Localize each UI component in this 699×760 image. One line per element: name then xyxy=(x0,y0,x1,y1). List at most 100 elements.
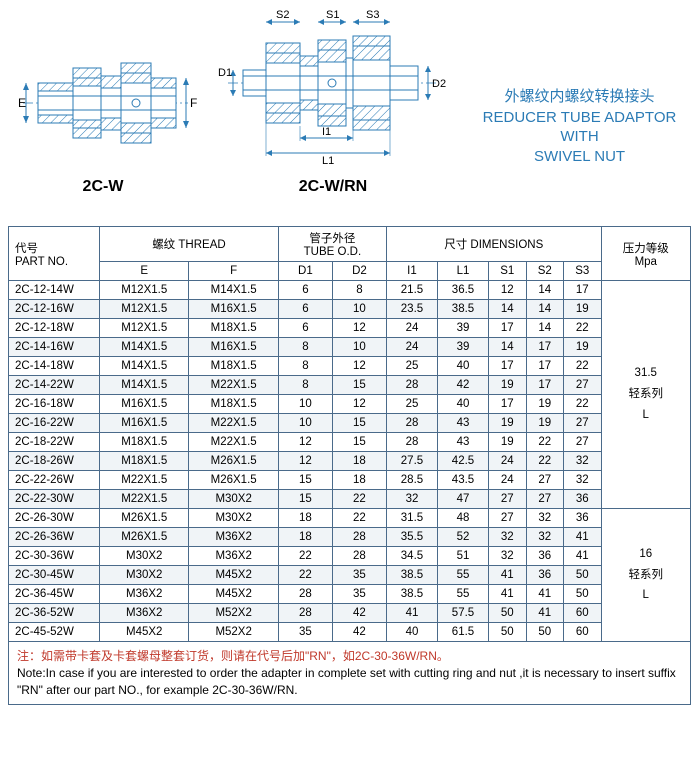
table-cell: 36.5 xyxy=(437,281,488,300)
table-cell: M22X1.5 xyxy=(189,433,278,452)
hdr-pressure: 压力等级Mpa xyxy=(601,227,691,281)
table-cell: M18X1.5 xyxy=(100,433,189,452)
table-cell: 40 xyxy=(437,357,488,376)
table-cell: 27 xyxy=(564,376,602,395)
table-cell: 28 xyxy=(386,414,437,433)
table-cell: 24 xyxy=(489,471,527,490)
note-cn: 注：如需带卡套及卡套螺母整套订货，则请在代号后加"RN"，如2C-30-36W/… xyxy=(17,648,682,665)
table-cell: 48 xyxy=(437,509,488,528)
table-cell: 41 xyxy=(386,604,437,623)
table-cell: 21.5 xyxy=(386,281,437,300)
table-cell: 28 xyxy=(386,433,437,452)
svg-text:E: E xyxy=(18,96,26,110)
pressure-cell: 31.5轻系列L xyxy=(601,281,691,509)
table-cell: 23.5 xyxy=(386,300,437,319)
table-cell: M26X1.5 xyxy=(100,528,189,547)
table-cell: M36X2 xyxy=(189,528,278,547)
table-cell: 28 xyxy=(332,528,386,547)
table-cell: M16X1.5 xyxy=(100,395,189,414)
table-cell: 12 xyxy=(332,357,386,376)
table-cell: 60 xyxy=(564,623,602,642)
table-cell: 2C-14-18W xyxy=(9,357,100,376)
table-cell: 19 xyxy=(564,338,602,357)
table-cell: 28 xyxy=(386,376,437,395)
table-row: 2C-36-45WM36X2M45X2283538.555414150 xyxy=(9,585,691,604)
table-row: 2C-18-22WM18X1.5M22X1.512152843192227 xyxy=(9,433,691,452)
table-cell: 28 xyxy=(332,547,386,566)
table-row: 2C-14-16WM14X1.5M16X1.58102439141719 xyxy=(9,338,691,357)
diagram-2c-w: E F 2C-W xyxy=(8,38,198,196)
table-cell: 14 xyxy=(526,300,564,319)
table-cell: M22X1.5 xyxy=(189,414,278,433)
table-cell: 47 xyxy=(437,490,488,509)
table-cell: 43 xyxy=(437,433,488,452)
table-cell: 2C-16-22W xyxy=(9,414,100,433)
title-en1: REDUCER TUBE ADAPTOR WITH xyxy=(468,108,691,147)
table-cell: 2C-16-18W xyxy=(9,395,100,414)
table-cell: 12 xyxy=(332,319,386,338)
table-row: 2C-12-16WM12X1.5M16X1.561023.538.5141419 xyxy=(9,300,691,319)
table-cell: 41 xyxy=(526,585,564,604)
table-cell: M45X2 xyxy=(189,566,278,585)
hdr-dim: 尺寸 DIMENSIONS xyxy=(386,227,601,262)
table-cell: M22X1.5 xyxy=(100,490,189,509)
table-cell: M36X2 xyxy=(100,585,189,604)
table-cell: M52X2 xyxy=(189,623,278,642)
table-cell: 8 xyxy=(278,357,332,376)
table-cell: 41 xyxy=(564,547,602,566)
table-cell: 2C-14-22W xyxy=(9,376,100,395)
table-cell: 2C-22-30W xyxy=(9,490,100,509)
svg-text:S3: S3 xyxy=(366,9,379,21)
svg-text:F: F xyxy=(190,96,197,110)
diagram-label-right: 2C-W/RN xyxy=(299,178,367,196)
table-cell: 22 xyxy=(526,452,564,471)
table-cell: 35.5 xyxy=(386,528,437,547)
table-cell: M26X1.5 xyxy=(189,452,278,471)
table-cell: 2C-12-16W xyxy=(9,300,100,319)
table-cell: 50 xyxy=(564,566,602,585)
table-cell: 15 xyxy=(278,490,332,509)
table-cell: 60 xyxy=(564,604,602,623)
table-cell: 19 xyxy=(489,414,527,433)
table-cell: 32 xyxy=(564,452,602,471)
table-cell: 32 xyxy=(386,490,437,509)
table-row: 2C-18-26WM18X1.5M26X1.5121827.542.524223… xyxy=(9,452,691,471)
table-cell: 17 xyxy=(526,357,564,376)
table-cell: 36 xyxy=(564,490,602,509)
hdr-I1: I1 xyxy=(386,262,437,281)
table-row: 2C-22-26WM22X1.5M26X1.5151828.543.524273… xyxy=(9,471,691,490)
table-cell: 55 xyxy=(437,566,488,585)
table-cell: 42 xyxy=(332,623,386,642)
table-cell: M16X1.5 xyxy=(100,414,189,433)
table-cell: M36X2 xyxy=(100,604,189,623)
table-cell: M14X1.5 xyxy=(100,338,189,357)
table-cell: 38.5 xyxy=(437,300,488,319)
table-cell: 50 xyxy=(489,623,527,642)
table-cell: 35 xyxy=(278,623,332,642)
hdr-S1: S1 xyxy=(489,262,527,281)
table-cell: M16X1.5 xyxy=(189,300,278,319)
table-cell: 50 xyxy=(526,623,564,642)
table-cell: 17 xyxy=(489,319,527,338)
table-cell: 17 xyxy=(489,357,527,376)
table-cell: M45X2 xyxy=(189,585,278,604)
note-en: Note:In case if you are interested to or… xyxy=(17,665,682,699)
table-cell: 41 xyxy=(526,604,564,623)
table-cell: 36 xyxy=(526,547,564,566)
table-cell: 19 xyxy=(489,433,527,452)
table-cell: 50 xyxy=(564,585,602,604)
table-cell: 42.5 xyxy=(437,452,488,471)
table-cell: 2C-12-14W xyxy=(9,281,100,300)
table-cell: 10 xyxy=(278,414,332,433)
table-cell: 17 xyxy=(564,281,602,300)
table-cell: 8 xyxy=(278,376,332,395)
title-en2: SWIVEL NUT xyxy=(468,147,691,167)
table-cell: 32 xyxy=(489,547,527,566)
table-cell: 22 xyxy=(564,395,602,414)
table-cell: 32 xyxy=(489,528,527,547)
table-cell: 31.5 xyxy=(386,509,437,528)
table-row: 2C-36-52WM36X2M52X228424157.5504160 xyxy=(9,604,691,623)
table-cell: M14X1.5 xyxy=(100,376,189,395)
table-cell: 12 xyxy=(278,452,332,471)
table-cell: 28.5 xyxy=(386,471,437,490)
